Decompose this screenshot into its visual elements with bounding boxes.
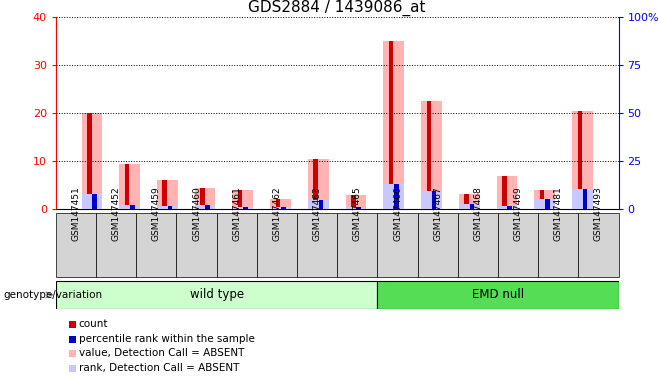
Bar <box>394 184 399 209</box>
Bar <box>384 41 404 209</box>
Bar <box>534 199 555 209</box>
Bar <box>351 195 356 209</box>
Bar <box>56 213 96 277</box>
Text: GSM147452: GSM147452 <box>112 187 120 241</box>
Bar <box>578 111 582 209</box>
Bar <box>205 205 210 209</box>
Bar <box>338 213 378 277</box>
Bar <box>176 213 216 277</box>
Bar <box>384 184 404 209</box>
Bar <box>421 101 442 209</box>
Text: GSM147462: GSM147462 <box>272 187 282 241</box>
Text: GSM147459: GSM147459 <box>152 187 161 241</box>
Bar <box>378 213 418 277</box>
Bar <box>458 213 498 277</box>
Bar <box>498 213 538 277</box>
Text: GSM147451: GSM147451 <box>72 187 80 241</box>
Bar <box>378 281 619 309</box>
Bar <box>421 191 442 209</box>
Bar <box>195 188 216 209</box>
Bar <box>572 111 593 209</box>
Text: GSM147467: GSM147467 <box>433 187 442 241</box>
Bar <box>534 190 555 209</box>
Bar <box>459 194 480 209</box>
Bar <box>96 213 136 277</box>
Bar <box>195 205 216 209</box>
Bar <box>130 205 134 209</box>
Title: GDS2884 / 1439086_at: GDS2884 / 1439086_at <box>249 0 426 16</box>
Text: percentile rank within the sample: percentile rank within the sample <box>78 334 255 344</box>
Text: rank, Detection Call = ABSENT: rank, Detection Call = ABSENT <box>78 363 239 373</box>
Bar <box>92 194 97 209</box>
Bar <box>318 200 323 209</box>
Bar <box>426 101 431 209</box>
Text: GSM147463: GSM147463 <box>313 187 322 241</box>
Bar <box>345 207 367 209</box>
Bar <box>308 159 329 209</box>
Bar <box>200 188 205 209</box>
Bar <box>470 205 474 209</box>
Text: GSM147460: GSM147460 <box>192 187 201 241</box>
Bar <box>238 190 243 209</box>
Bar <box>119 205 140 209</box>
Bar <box>232 190 253 209</box>
Bar <box>56 281 378 309</box>
Bar <box>232 207 253 209</box>
Bar <box>157 180 178 209</box>
Bar <box>281 207 286 209</box>
Text: value, Detection Call = ABSENT: value, Detection Call = ABSENT <box>78 348 244 358</box>
Bar <box>136 213 176 277</box>
Text: wild type: wild type <box>190 288 243 301</box>
Bar <box>163 180 167 209</box>
Bar <box>572 189 593 209</box>
Bar <box>540 190 544 209</box>
Text: GSM147461: GSM147461 <box>232 187 241 241</box>
Bar <box>276 199 280 209</box>
Bar <box>357 207 361 209</box>
Bar <box>389 41 393 209</box>
Bar <box>459 205 480 209</box>
Bar <box>125 164 129 209</box>
Bar <box>243 207 248 209</box>
Bar <box>545 199 549 209</box>
Bar <box>313 159 318 209</box>
Bar <box>257 213 297 277</box>
Bar <box>418 213 458 277</box>
Text: GSM147493: GSM147493 <box>594 187 603 241</box>
Bar <box>578 213 619 277</box>
Bar <box>345 195 367 209</box>
Bar <box>157 207 178 209</box>
Bar <box>583 189 588 209</box>
Text: GSM147469: GSM147469 <box>513 187 522 241</box>
Text: genotype/variation: genotype/variation <box>3 290 103 300</box>
Bar <box>308 200 329 209</box>
Bar <box>432 191 436 209</box>
Bar <box>270 199 291 209</box>
Text: GSM147481: GSM147481 <box>554 187 563 241</box>
Bar <box>538 213 578 277</box>
Bar <box>216 213 257 277</box>
Text: EMD null: EMD null <box>472 288 524 301</box>
Bar <box>87 113 91 209</box>
Bar <box>82 194 102 209</box>
Text: GSM147466: GSM147466 <box>393 187 402 241</box>
Bar <box>82 113 102 209</box>
Bar <box>507 207 512 209</box>
Text: GSM147468: GSM147468 <box>473 187 482 241</box>
Bar <box>168 207 172 209</box>
Bar <box>497 176 517 209</box>
Bar <box>465 194 469 209</box>
Text: GSM147465: GSM147465 <box>353 187 362 241</box>
Bar <box>270 207 291 209</box>
Bar <box>502 176 507 209</box>
Bar <box>297 213 337 277</box>
Text: count: count <box>78 319 108 329</box>
Bar <box>497 207 517 209</box>
Bar <box>119 164 140 209</box>
